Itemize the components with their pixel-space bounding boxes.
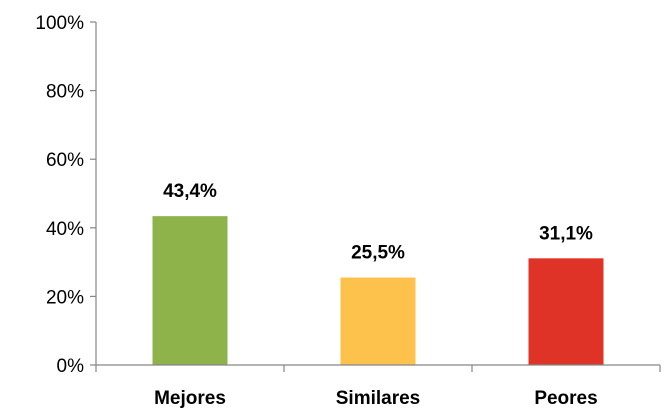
y-tick-label: 0% — [57, 356, 85, 377]
y-axis: 0% 20% 40% 60% 80% 100% — [35, 13, 97, 377]
category-label-peores: Peores — [534, 388, 597, 409]
y-tick-label: 80% — [46, 82, 84, 103]
y-tick-label: 60% — [46, 150, 84, 171]
y-tick-label: 100% — [35, 13, 84, 34]
y-tick-label: 40% — [46, 219, 84, 240]
category-label-similares: Similares — [336, 388, 421, 409]
x-axis: Mejores Similares Peores — [95, 364, 661, 409]
data-label-similares: 25,5% — [351, 243, 405, 264]
data-label-peores: 31,1% — [539, 223, 593, 244]
y-tick-label: 20% — [46, 287, 84, 308]
bar-peores — [528, 258, 604, 365]
data-label-mejores: 43,4% — [163, 181, 217, 202]
category-label-mejores: Mejores — [154, 388, 226, 409]
bars: 43,4% 25,5% 31,1% — [152, 181, 604, 365]
bar-similares — [340, 277, 416, 365]
bar-mejores — [152, 216, 228, 365]
